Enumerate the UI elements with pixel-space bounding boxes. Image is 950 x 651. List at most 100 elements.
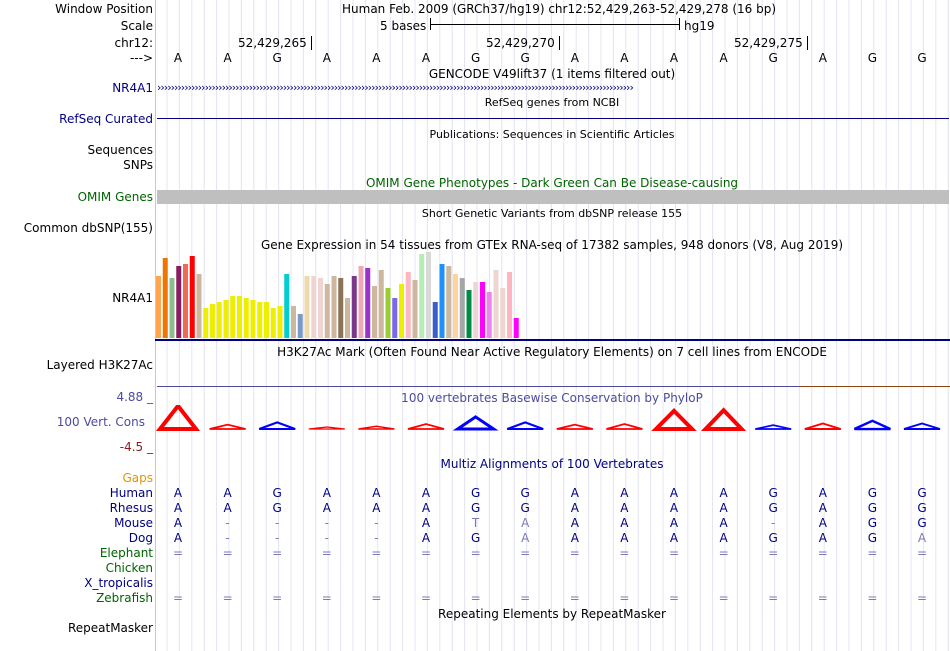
repeatmasker-label[interactable]: RepeatMasker: [67, 621, 153, 635]
gtex-bar[interactable]: [156, 276, 161, 338]
gtex-bar[interactable]: [480, 282, 485, 338]
publications-title[interactable]: Publications: Sequences in Scientific Ar…: [429, 128, 675, 141]
conservation-mark[interactable]: [651, 408, 697, 431]
conservation-mark[interactable]: [804, 422, 842, 430]
conservation-mark[interactable]: [358, 425, 395, 430]
gtex-bar[interactable]: [378, 270, 384, 338]
conservation-title[interactable]: 100 vertebrates Basewise Conservation by…: [401, 391, 703, 405]
conservation-mark[interactable]: [155, 405, 201, 431]
gtex-bar[interactable]: [486, 292, 492, 338]
gtex-bar[interactable]: [432, 302, 438, 338]
omim-label[interactable]: OMIM Genes: [77, 190, 153, 204]
species-label[interactable]: Human: [109, 486, 153, 500]
gtex-bar[interactable]: [203, 308, 209, 338]
gtex-bar[interactable]: [277, 306, 283, 338]
gtex-bar[interactable]: [459, 278, 465, 338]
gtex-bar[interactable]: [311, 276, 317, 338]
gtex-bar[interactable]: [466, 290, 472, 338]
conservation-mark[interactable]: [452, 415, 499, 431]
publications-label-line2[interactable]: SNPs: [123, 158, 153, 172]
omim-feature-bar[interactable]: [157, 190, 949, 204]
h3k27ac-label[interactable]: Layered H3K27Ac: [46, 358, 153, 372]
h3k27ac-title[interactable]: H3K27Ac Mark (Often Found Near Active Re…: [277, 345, 827, 359]
gtex-title[interactable]: Gene Expression in 54 tissues from GTEx …: [260, 238, 844, 252]
conservation-label[interactable]: 100 Vert. Cons: [56, 415, 145, 429]
conservation-mark[interactable]: [209, 423, 246, 430]
gtex-bar[interactable]: [399, 284, 404, 338]
gtex-bar[interactable]: [216, 302, 222, 338]
gtex-bar[interactable]: [419, 254, 425, 338]
gtex-bar[interactable]: [237, 296, 242, 338]
gtex-bar[interactable]: [223, 300, 229, 338]
gtex-bar[interactable]: [210, 304, 215, 338]
repeatmasker-title[interactable]: Repeating Elements by RepeatMasker: [438, 607, 666, 621]
conservation-mark[interactable]: [258, 421, 296, 431]
gtex-bar[interactable]: [507, 272, 512, 338]
gtex-bar[interactable]: [385, 288, 391, 338]
dbsnp-label[interactable]: Common dbSNP(155): [23, 221, 153, 235]
gtex-bar[interactable]: [189, 256, 195, 338]
species-label[interactable]: Zebrafish: [96, 591, 153, 605]
species-label[interactable]: Mouse: [114, 516, 153, 530]
strand-arrow-label[interactable]: --->: [129, 51, 153, 65]
refseq-title[interactable]: RefSeq genes from NCBI: [484, 96, 620, 109]
omim-title[interactable]: OMIM Gene Phenotypes - Dark Green Can Be…: [365, 176, 739, 190]
gtex-bar[interactable]: [453, 274, 458, 338]
gtex-bar[interactable]: [257, 302, 263, 338]
conservation-mark[interactable]: [853, 419, 891, 431]
refseq-gene-line[interactable]: [157, 118, 949, 119]
gtex-bar[interactable]: [412, 280, 418, 338]
gtex-bar[interactable]: [284, 274, 290, 338]
gencode-item-label[interactable]: NR4A1: [112, 81, 153, 95]
species-label[interactable]: Chicken: [105, 561, 153, 575]
position-text[interactable]: Human Feb. 2009 (GRCh37/hg19) chr12:52,4…: [342, 2, 777, 16]
conservation-mark[interactable]: [606, 423, 643, 430]
conservation-mark[interactable]: [506, 421, 544, 431]
gaps-label[interactable]: Gaps: [122, 471, 153, 485]
gtex-bar[interactable]: [250, 300, 256, 338]
gtex-bar[interactable]: [338, 278, 344, 338]
gtex-bar[interactable]: [405, 272, 411, 338]
gtex-bar[interactable]: [324, 284, 330, 338]
dbsnp-title[interactable]: Short Genetic Variants from dbSNP releas…: [421, 207, 683, 220]
gtex-bar[interactable]: [345, 298, 350, 338]
gtex-bar[interactable]: [392, 298, 398, 338]
gtex-bar[interactable]: [297, 314, 303, 338]
gtex-bar[interactable]: [426, 252, 431, 338]
species-label[interactable]: Dog: [128, 531, 153, 545]
conservation-mark[interactable]: [700, 407, 747, 431]
conservation-mark[interactable]: [556, 423, 594, 430]
species-label[interactable]: Rhesus: [109, 501, 153, 515]
gtex-bar[interactable]: [365, 268, 371, 338]
publications-label-line1[interactable]: Sequences: [87, 143, 153, 157]
gtex-bar[interactable]: [331, 276, 337, 338]
gtex-bar-chart[interactable]: [155, 252, 950, 342]
gtex-bar[interactable]: [351, 276, 357, 338]
gtex-bar[interactable]: [162, 258, 168, 338]
conservation-mark[interactable]: [903, 422, 941, 430]
gtex-bar[interactable]: [318, 278, 323, 338]
gtex-bar[interactable]: [169, 278, 175, 338]
gtex-bar[interactable]: [372, 286, 377, 338]
gtex-bar[interactable]: [439, 264, 445, 338]
species-label[interactable]: Elephant: [99, 546, 153, 560]
gencode-gene-body[interactable]: ››››››››››››››››››››››››››››››››››››››››…: [157, 81, 634, 94]
gtex-bar[interactable]: [230, 296, 236, 338]
gtex-bar[interactable]: [270, 308, 276, 338]
conservation-mark[interactable]: [308, 426, 345, 430]
multiz-title[interactable]: Multiz Alignments of 100 Vertebrates: [440, 457, 664, 471]
gtex-bar[interactable]: [264, 302, 269, 338]
conservation-logo[interactable]: [155, 405, 950, 435]
gtex-bar[interactable]: [196, 274, 202, 338]
species-label[interactable]: X_tropicalis: [84, 576, 153, 590]
gtex-bar[interactable]: [304, 276, 310, 338]
gtex-bar[interactable]: [358, 266, 364, 338]
conservation-mark[interactable]: [407, 423, 445, 430]
gtex-bar[interactable]: [493, 270, 499, 338]
gtex-label[interactable]: NR4A1: [112, 291, 153, 305]
gtex-bar[interactable]: [513, 318, 519, 338]
gtex-bar[interactable]: [446, 266, 452, 338]
conservation-mark[interactable]: [755, 424, 792, 430]
gtex-bar[interactable]: [243, 298, 249, 338]
gtex-bar[interactable]: [176, 266, 182, 338]
